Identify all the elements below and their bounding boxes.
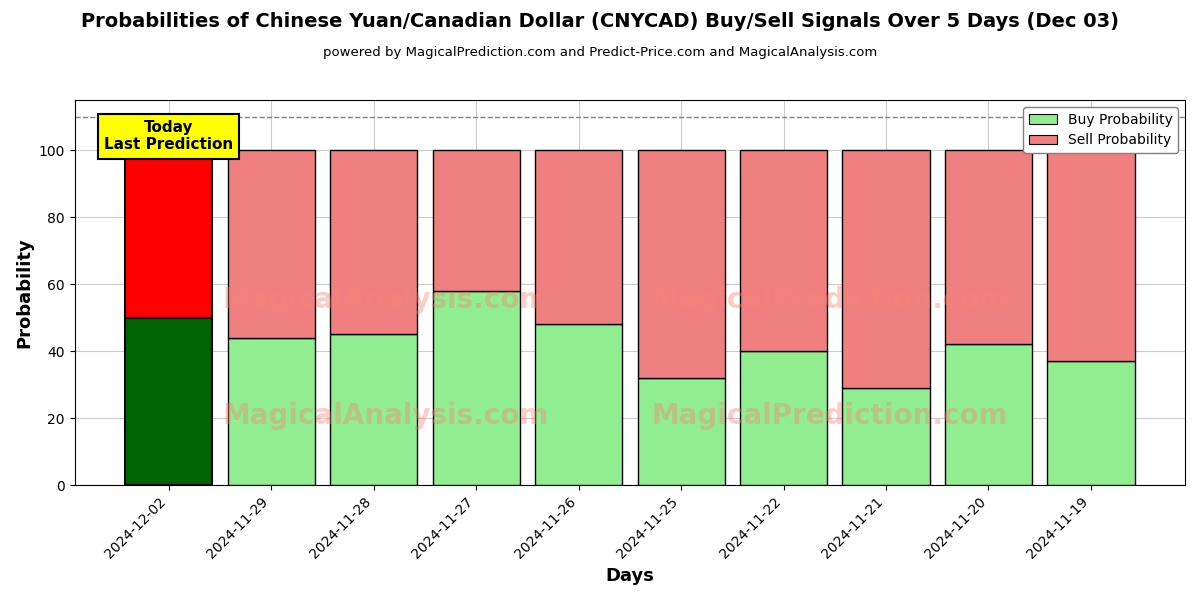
Bar <box>740 351 827 485</box>
Bar <box>1048 361 1134 485</box>
X-axis label: Days: Days <box>605 567 654 585</box>
Bar <box>1048 150 1134 361</box>
Bar <box>228 338 314 485</box>
Text: MagicalPrediction.com: MagicalPrediction.com <box>652 286 1008 314</box>
Text: Today
Last Prediction: Today Last Prediction <box>104 120 233 152</box>
Bar <box>228 150 314 338</box>
Bar <box>432 150 520 291</box>
Text: powered by MagicalPrediction.com and Predict-Price.com and MagicalAnalysis.com: powered by MagicalPrediction.com and Pre… <box>323 46 877 59</box>
Bar <box>125 150 212 317</box>
Text: Probabilities of Chinese Yuan/Canadian Dollar (CNYCAD) Buy/Sell Signals Over 5 D: Probabilities of Chinese Yuan/Canadian D… <box>82 12 1120 31</box>
Bar <box>330 334 418 485</box>
Bar <box>535 325 622 485</box>
Text: MagicalAnalysis.com: MagicalAnalysis.com <box>222 402 548 430</box>
Bar <box>330 150 418 334</box>
Legend: Buy Probability, Sell Probability: Buy Probability, Sell Probability <box>1024 107 1178 153</box>
Bar <box>637 150 725 378</box>
Y-axis label: Probability: Probability <box>16 237 34 348</box>
Bar <box>740 150 827 351</box>
Bar <box>944 150 1032 344</box>
Bar <box>432 291 520 485</box>
Text: MagicalPrediction.com: MagicalPrediction.com <box>652 402 1008 430</box>
Bar <box>842 150 930 388</box>
Bar <box>535 150 622 325</box>
Text: MagicalAnalysis.com: MagicalAnalysis.com <box>222 286 548 314</box>
Bar <box>125 317 212 485</box>
Bar <box>637 378 725 485</box>
Bar <box>944 344 1032 485</box>
Bar <box>842 388 930 485</box>
